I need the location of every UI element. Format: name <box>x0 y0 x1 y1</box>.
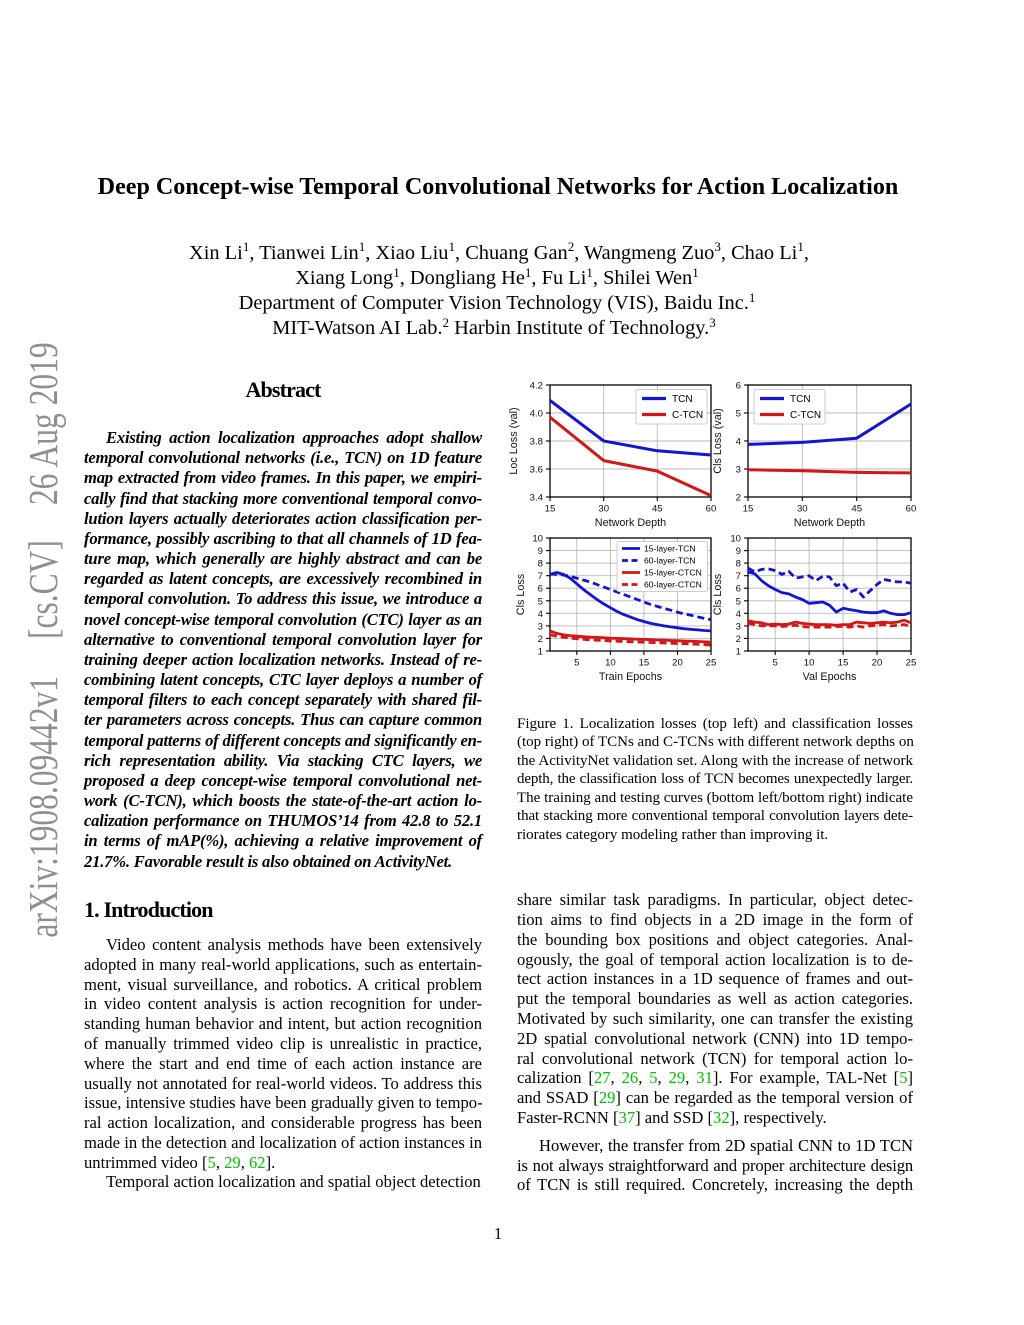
svg-text:Loc Loss (val): Loc Loss (val) <box>508 407 520 474</box>
svg-text:20: 20 <box>672 658 683 669</box>
svg-text:3: 3 <box>736 621 741 632</box>
svg-text:2: 2 <box>538 634 543 645</box>
svg-text:30: 30 <box>598 504 609 515</box>
svg-text:10: 10 <box>730 534 741 545</box>
svg-text:6: 6 <box>736 381 741 392</box>
svg-text:5: 5 <box>538 596 543 607</box>
svg-text:6: 6 <box>538 584 543 595</box>
svg-text:1: 1 <box>538 647 543 658</box>
svg-text:7: 7 <box>736 571 741 582</box>
svg-text:2: 2 <box>736 493 741 504</box>
svg-text:30: 30 <box>797 504 808 515</box>
svg-text:15: 15 <box>838 658 849 669</box>
svg-text:Network Depth: Network Depth <box>595 517 666 529</box>
svg-text:3.6: 3.6 <box>530 465 543 476</box>
svg-text:60-layer-CTCN: 60-layer-CTCN <box>644 580 702 590</box>
svg-text:Network Depth: Network Depth <box>794 517 865 529</box>
svg-text:4: 4 <box>736 437 742 448</box>
svg-text:2: 2 <box>736 634 741 645</box>
svg-text:TCN: TCN <box>790 394 811 405</box>
svg-text:4: 4 <box>736 609 742 620</box>
svg-text:10: 10 <box>605 658 616 669</box>
svg-text:15-layer-TCN: 15-layer-TCN <box>644 544 696 554</box>
svg-text:9: 9 <box>736 546 741 557</box>
svg-text:3: 3 <box>736 465 741 476</box>
svg-text:4.2: 4.2 <box>530 381 543 392</box>
svg-text:3.4: 3.4 <box>530 493 544 504</box>
svg-text:8: 8 <box>538 559 543 570</box>
svg-text:TCN: TCN <box>672 394 693 405</box>
svg-text:10: 10 <box>532 534 543 545</box>
svg-text:15-layer-CTCN: 15-layer-CTCN <box>644 568 702 578</box>
svg-text:7: 7 <box>538 571 543 582</box>
svg-text:15: 15 <box>545 504 556 515</box>
svg-text:15: 15 <box>743 504 754 515</box>
svg-text:4: 4 <box>538 609 544 620</box>
svg-text:Cls Loss (val): Cls Loss (val) <box>712 408 724 473</box>
svg-text:25: 25 <box>906 658 917 669</box>
svg-text:60: 60 <box>906 504 917 515</box>
svg-text:25: 25 <box>706 658 717 669</box>
svg-text:5: 5 <box>736 409 741 420</box>
svg-text:1: 1 <box>736 647 741 658</box>
svg-text:60: 60 <box>706 504 717 515</box>
svg-text:Val Epochs: Val Epochs <box>803 671 857 683</box>
svg-text:C-TCN: C-TCN <box>672 410 703 421</box>
svg-text:8: 8 <box>736 559 741 570</box>
svg-text:10: 10 <box>804 658 815 669</box>
svg-text:3: 3 <box>538 621 543 632</box>
svg-text:6: 6 <box>736 584 741 595</box>
svg-text:5: 5 <box>736 596 741 607</box>
svg-text:3.8: 3.8 <box>530 437 543 448</box>
svg-text:5: 5 <box>773 658 778 669</box>
svg-text:4.0: 4.0 <box>530 409 543 420</box>
svg-text:Cls Loss: Cls Loss <box>515 573 527 615</box>
svg-text:20: 20 <box>872 658 883 669</box>
svg-text:C-TCN: C-TCN <box>790 410 821 421</box>
svg-text:5: 5 <box>574 658 579 669</box>
svg-text:45: 45 <box>851 504 862 515</box>
svg-text:Cls Loss: Cls Loss <box>712 573 724 615</box>
svg-text:9: 9 <box>538 546 543 557</box>
svg-text:45: 45 <box>652 504 663 515</box>
svg-text:Train Epochs: Train Epochs <box>599 671 663 683</box>
svg-text:15: 15 <box>639 658 650 669</box>
svg-text:60-layer-TCN: 60-layer-TCN <box>644 556 696 566</box>
